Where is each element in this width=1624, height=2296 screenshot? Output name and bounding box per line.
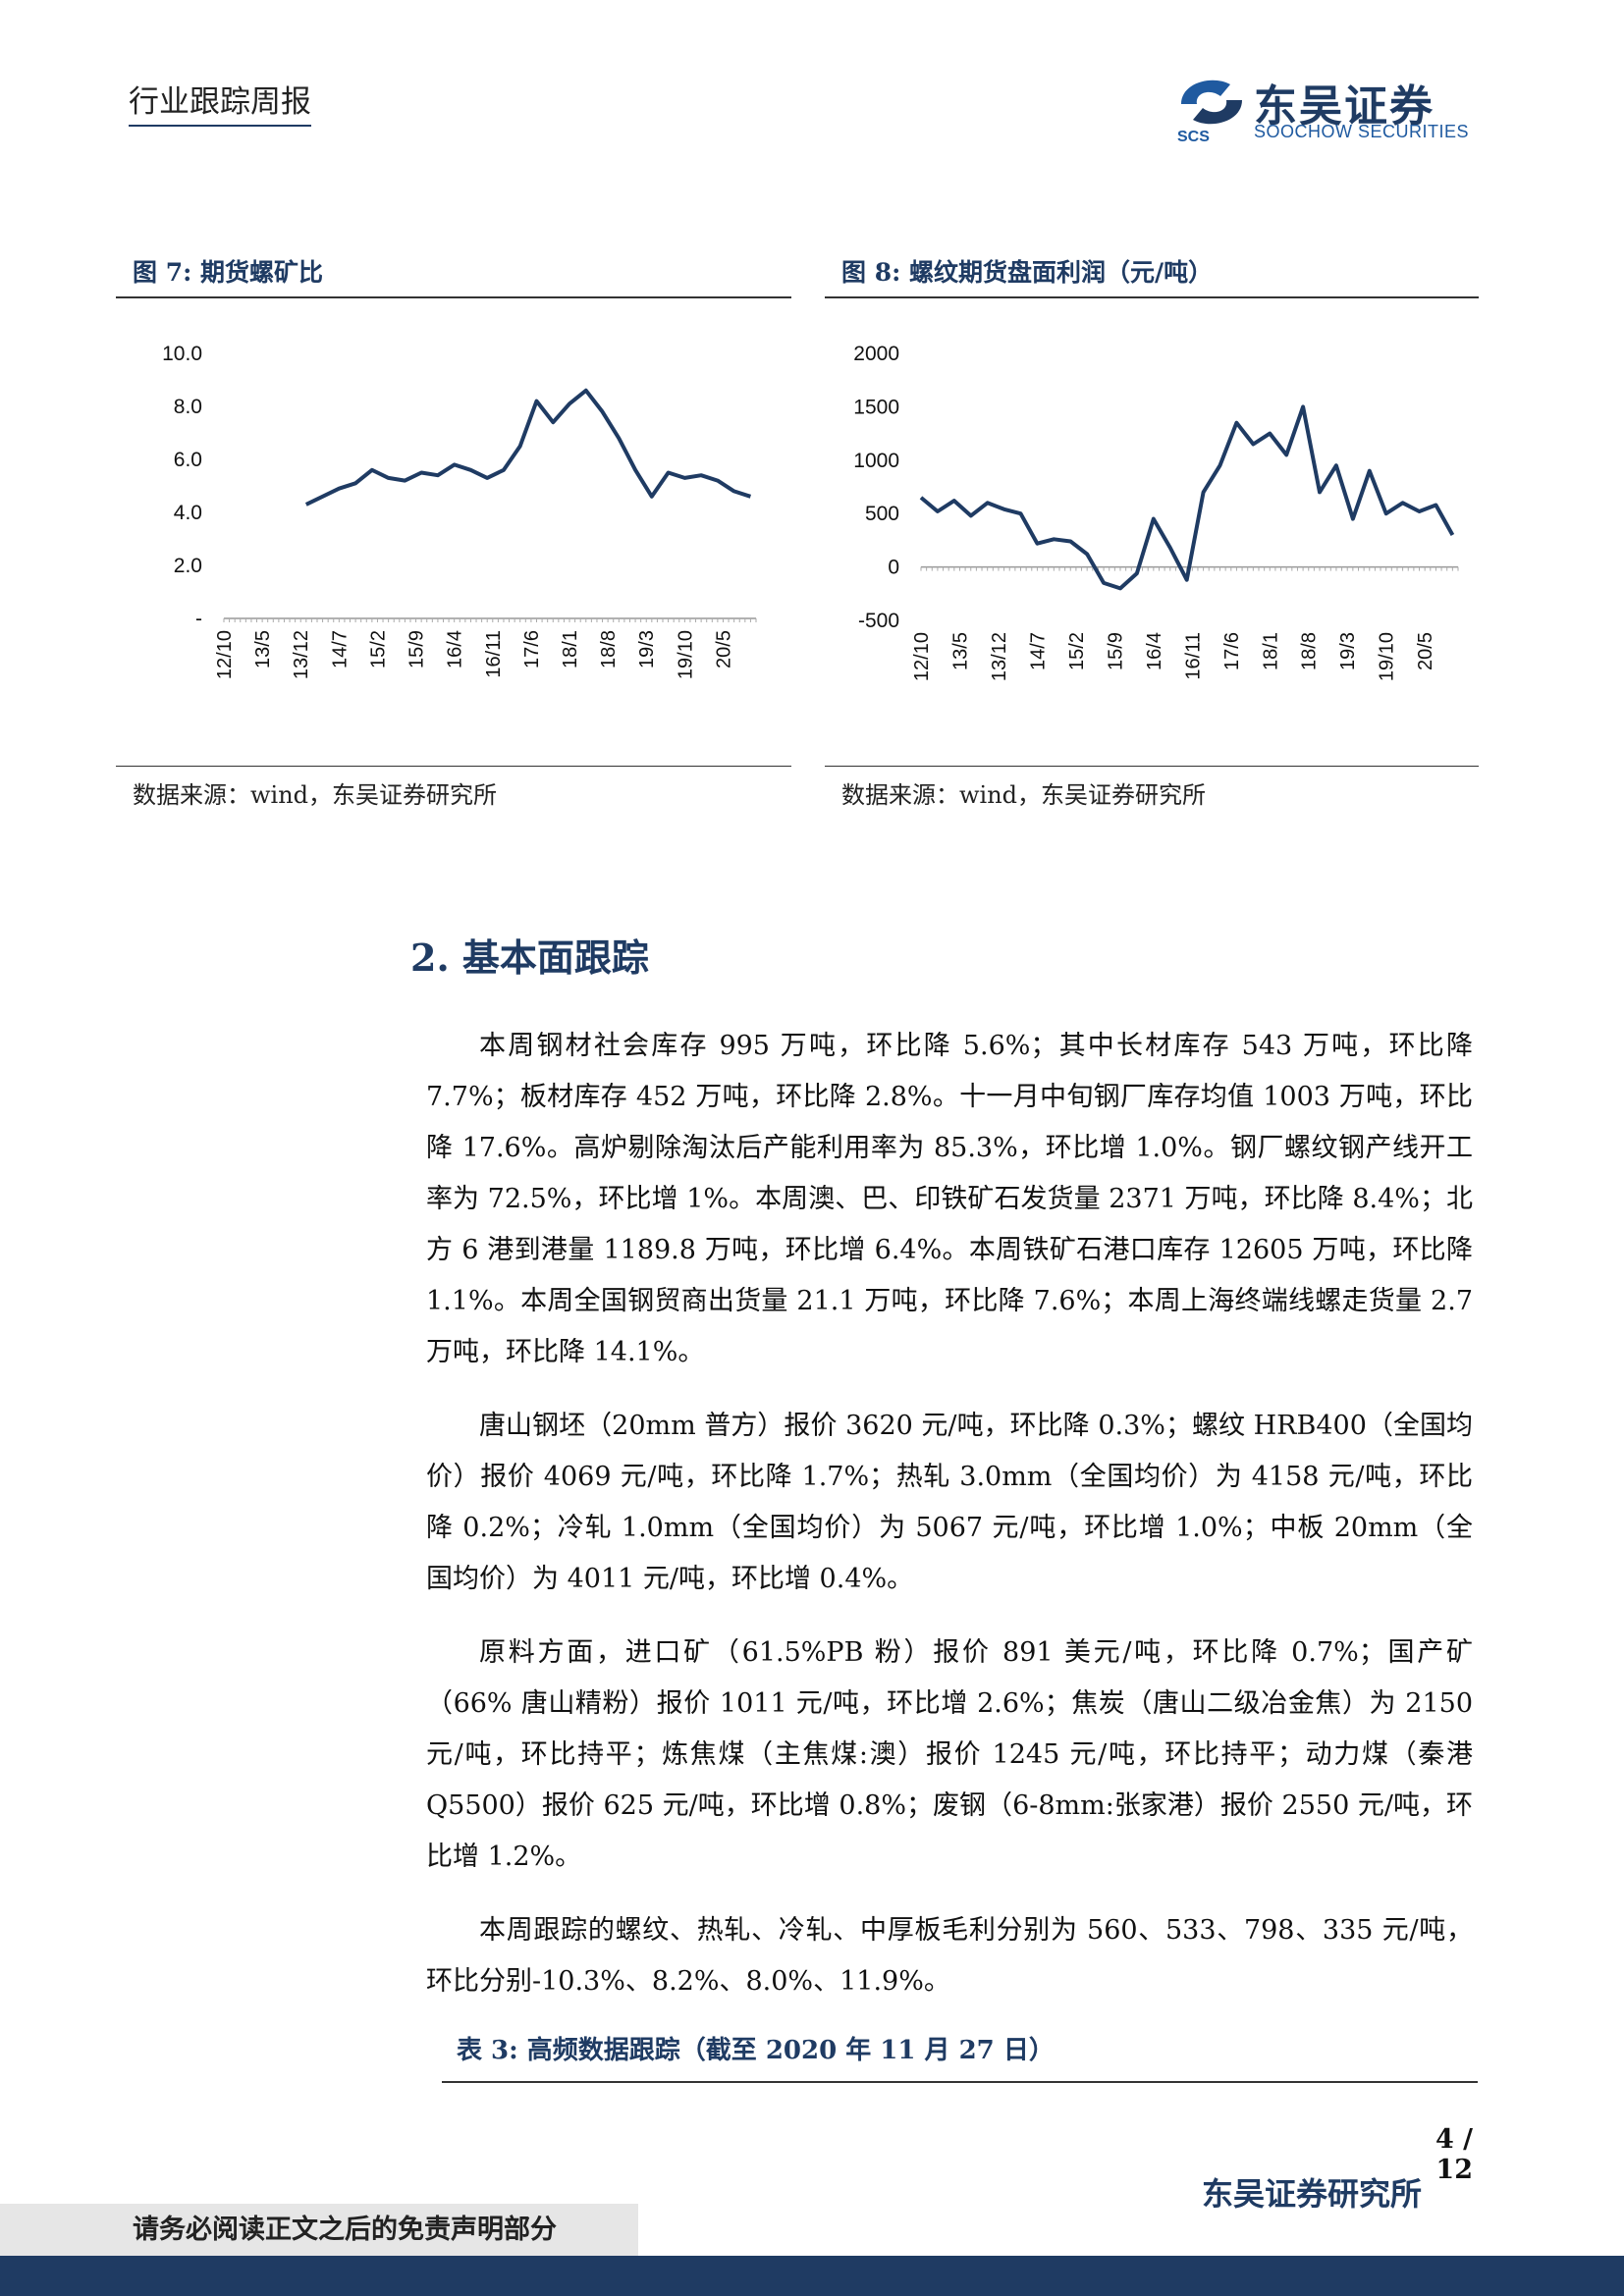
report-type-title: 行业跟踪周报 [129, 77, 311, 127]
x-tick-label: 20/5 [713, 630, 734, 668]
logo-english-name: SOOCHOW SECURITIES [1254, 122, 1470, 141]
x-tick-label: 19/3 [1337, 632, 1359, 670]
x-tick-label: 15/9 [406, 630, 428, 668]
x-tick-label: 16/11 [1182, 632, 1204, 680]
paragraph-steel-prices: 唐山钢坯（20mm 普方）报价 3620 元/吨，环比降 0.3%；螺纹 HRB… [426, 1411, 1473, 1594]
x-tick-label: 19/10 [1377, 632, 1398, 681]
y-tick-label: -500 [858, 610, 899, 632]
logo-mark-icon: SCS [1177, 80, 1242, 145]
x-tick-label: 16/11 [483, 630, 505, 678]
footer-bar [0, 2256, 1624, 2296]
page-number: 4 / 12 [1435, 2124, 1473, 2185]
x-tick-label: 20/5 [1415, 632, 1436, 670]
logo-mark-text: SCS [1177, 129, 1210, 145]
x-tick-label: 12/10 [911, 632, 933, 681]
figure-7-chart: 10.0 8.0 6.0 4.0 2.0 -12/10 13/5 13/12 14/7 15/2 1… [162, 343, 757, 679]
paragraph-margins: 本周跟踪的螺纹、热轧、冷轧、中厚板毛利分别为 560、533、798、335 元… [426, 1915, 1473, 1997]
x-tick-label: 15/2 [367, 630, 389, 668]
logo: SCS 东吴证券 SOOCHOW SECURITIES [1173, 71, 1497, 149]
y-tick-label: 2000 [853, 343, 899, 365]
logo-chinese-name: 东吴证券 [1254, 81, 1435, 132]
series-line [304, 388, 752, 507]
x-tick-label: 13/5 [949, 632, 971, 670]
x-tick-label: 13/5 [252, 630, 274, 668]
x-tick-label: 13/12 [989, 632, 1010, 681]
figure-8-source: 数据来源：wind，东吴证券研究所 [841, 781, 1207, 809]
figure-8-top-rule [825, 296, 1479, 298]
figure-8-bottom-rule [825, 766, 1479, 767]
x-tick-label: 16/4 [1144, 632, 1165, 670]
series-line [919, 404, 1455, 591]
x-tick-label: 18/8 [1299, 632, 1321, 670]
y-tick-label: 2.0 [174, 555, 202, 577]
x-tick-label: 19/3 [636, 630, 658, 668]
x-tick-label: 17/6 [1221, 632, 1243, 670]
paragraph-raw-materials: 原料方面，进口矿（61.5%PB 粉）报价 891 美元/吨，环比降 0.7%；… [426, 1637, 1473, 1872]
x-tick-label: 14/7 [1027, 632, 1049, 670]
figure-7-bottom-rule [116, 766, 791, 767]
section-body: 本周钢材社会库存 995 万吨，环比降 5.6%；其中长材库存 543 万吨，环… [426, 1021, 1473, 2030]
x-tick-label: 13/12 [291, 630, 312, 679]
x-tick-label: 17/6 [521, 630, 543, 668]
table-3-rule [442, 2081, 1478, 2083]
x-tick-label: 18/1 [1260, 632, 1281, 670]
figure-7-title: 图 7: 期货螺矿比 [133, 258, 324, 287]
y-tick-label: 10.0 [162, 343, 202, 365]
y-tick-label: 4.0 [174, 502, 202, 524]
x-tick-label: 15/2 [1066, 632, 1088, 670]
y-tick-label: 1500 [853, 396, 899, 418]
y-tick-label: 0 [888, 557, 899, 579]
table-3-title: 表 3: 高频数据跟踪（截至 2020 年 11 月 27 日） [457, 2036, 1055, 2065]
x-tick-label: 12/10 [214, 630, 236, 679]
y-tick-label: 500 [865, 503, 899, 525]
figure-7-source: 数据来源：wind，东吴证券研究所 [133, 781, 498, 809]
figure-7-top-rule [116, 296, 791, 298]
y-tick-label: 1000 [853, 450, 899, 472]
x-tick-label: 14/7 [329, 630, 351, 668]
x-tick-label: 19/10 [675, 630, 696, 679]
figure-8-title: 图 8: 螺纹期货盘面利润（元/吨） [841, 258, 1214, 287]
x-tick-label: 15/9 [1105, 632, 1126, 670]
paragraph-inventory: 本周钢材社会库存 995 万吨，环比降 5.6%；其中长材库存 543 万吨，环… [426, 1031, 1473, 1367]
figure-8-chart: 2000 1500 1000 500 0 -500 12/10 13/5 13/12 14/7 15… [853, 343, 1459, 681]
disclaimer-banner: 请务必阅读正文之后的免责声明部分 [0, 2204, 638, 2256]
y-tick-label: - [195, 608, 202, 630]
footer-institution: 东吴证券研究所 [1202, 2175, 1423, 2213]
x-tick-label: 16/4 [445, 630, 466, 668]
y-tick-label: 6.0 [174, 449, 202, 471]
section-title: 2. 基本面跟踪 [410, 935, 649, 980]
x-tick-label: 18/8 [598, 630, 620, 668]
y-tick-label: 8.0 [174, 396, 202, 418]
x-tick-label: 18/1 [560, 630, 581, 668]
